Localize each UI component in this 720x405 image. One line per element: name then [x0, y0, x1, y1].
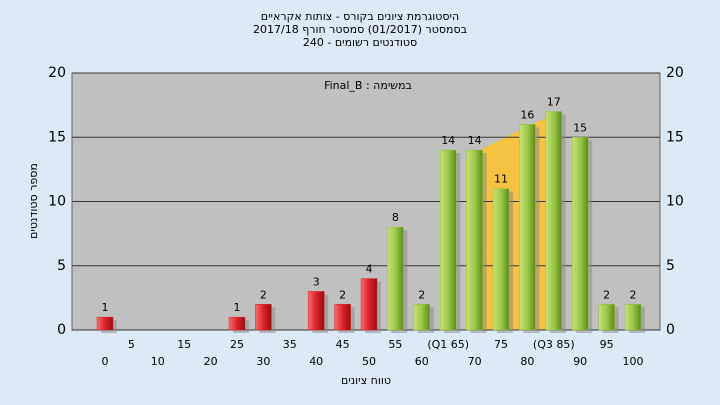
y-tick-label: 20	[48, 65, 66, 81]
y-tick-label: 0	[57, 322, 66, 338]
data-label: 4	[366, 263, 373, 276]
x-tick-label: (Q3 85)	[533, 338, 575, 351]
bar	[519, 124, 536, 331]
data-label: 17	[547, 96, 561, 109]
data-label: 14	[441, 134, 455, 147]
data-label: 8	[392, 211, 399, 224]
x-tick-label: 90	[573, 355, 587, 368]
bar	[255, 304, 272, 331]
x-tick-label: 25	[230, 338, 244, 351]
bar	[598, 304, 615, 331]
bar	[334, 304, 351, 331]
y-axis-label: מספר סטודנטים	[27, 163, 40, 239]
data-label: 2	[418, 288, 425, 301]
x-tick-label: 35	[283, 338, 297, 351]
x-tick-label: (Q1 65)	[427, 338, 469, 351]
x-axis-label: טווח ציונים	[341, 374, 391, 387]
bar	[228, 316, 246, 331]
x-tick-label: 70	[468, 355, 482, 368]
x-tick-label: 15	[177, 338, 191, 351]
bar	[466, 149, 483, 331]
data-label: 1	[234, 301, 241, 314]
bar	[96, 316, 114, 331]
bar	[413, 304, 431, 331]
x-tick-label: 95	[600, 338, 614, 351]
data-label: 2	[260, 288, 267, 301]
data-label: 14	[468, 134, 482, 147]
data-label: 3	[313, 275, 320, 288]
x-tick-label: 10	[151, 355, 165, 368]
x-tick-label: 75	[494, 338, 508, 351]
y2-tick-label: 10	[666, 194, 684, 210]
bar	[492, 188, 510, 331]
x-tick-label: 60	[415, 355, 429, 368]
data-label: 2	[630, 288, 637, 301]
chart-title: היסטוגרמת ציונים בקורס - צותות אקראיים	[261, 10, 459, 23]
y-tick-label: 15	[48, 129, 66, 145]
bar	[571, 137, 589, 331]
y-tick-label: 5	[57, 258, 66, 274]
bar	[360, 278, 378, 331]
y2-tick-label: 15	[666, 129, 684, 145]
bar	[439, 149, 457, 331]
x-tick-label: 40	[309, 355, 323, 368]
y-tick-label: 10	[48, 194, 66, 210]
chart-subtitle: בסמסטר (01/2017) סמסטר חורף 2017/18	[253, 23, 467, 36]
x-tick-label: 20	[204, 355, 218, 368]
x-tick-label: 55	[388, 338, 402, 351]
x-tick-label: 0	[102, 355, 109, 368]
data-label: 16	[520, 108, 534, 121]
data-label: 2	[603, 288, 610, 301]
chart-subtitle: סטודנטים רשומים - 240	[303, 36, 417, 49]
y2-tick-label: 0	[666, 322, 675, 338]
x-tick-label: 80	[520, 355, 534, 368]
data-label: 11	[494, 173, 508, 186]
x-tick-label: 50	[362, 355, 376, 368]
x-tick-label: 100	[623, 355, 644, 368]
y2-tick-label: 5	[666, 258, 675, 274]
bar	[545, 111, 563, 331]
data-label: 2	[339, 288, 346, 301]
y2-tick-label: 20	[666, 65, 684, 81]
bar	[387, 226, 404, 331]
x-tick-label: 30	[256, 355, 270, 368]
bar	[307, 291, 325, 331]
data-label: 1	[102, 301, 109, 314]
annotation: Final_B : במשימה	[324, 79, 412, 92]
x-tick-label: 5	[128, 338, 135, 351]
x-tick-label: 45	[336, 338, 350, 351]
data-label: 15	[573, 121, 587, 134]
bar	[624, 304, 642, 331]
